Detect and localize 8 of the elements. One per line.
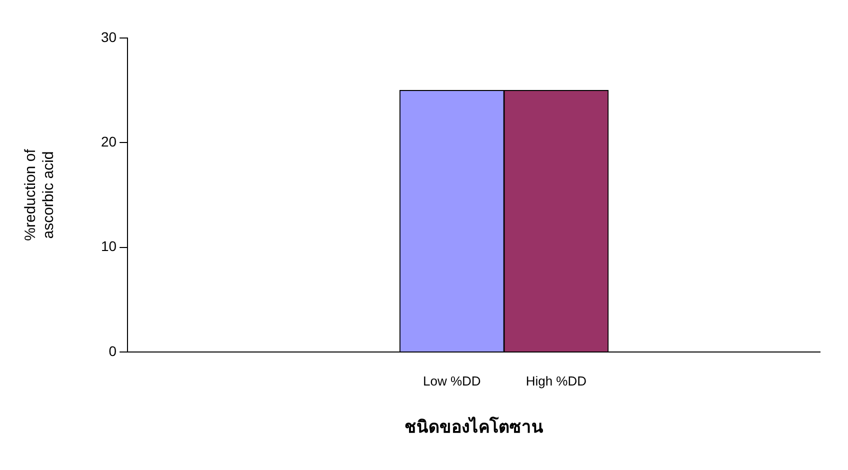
y-tick-label: 30 [100,28,117,45]
y-tick-label: 0 [108,342,117,359]
y-tick-label: 20 [100,134,117,150]
x-axis-title: ชนิดของไคโตซาน [404,416,544,436]
y-tick-label: 10 [100,238,117,254]
y-axis-title: %reduction of ascorbic acid [22,148,58,241]
x-tick-label: High %DD [526,373,587,388]
x-tick-label: Low %DD [422,373,481,388]
